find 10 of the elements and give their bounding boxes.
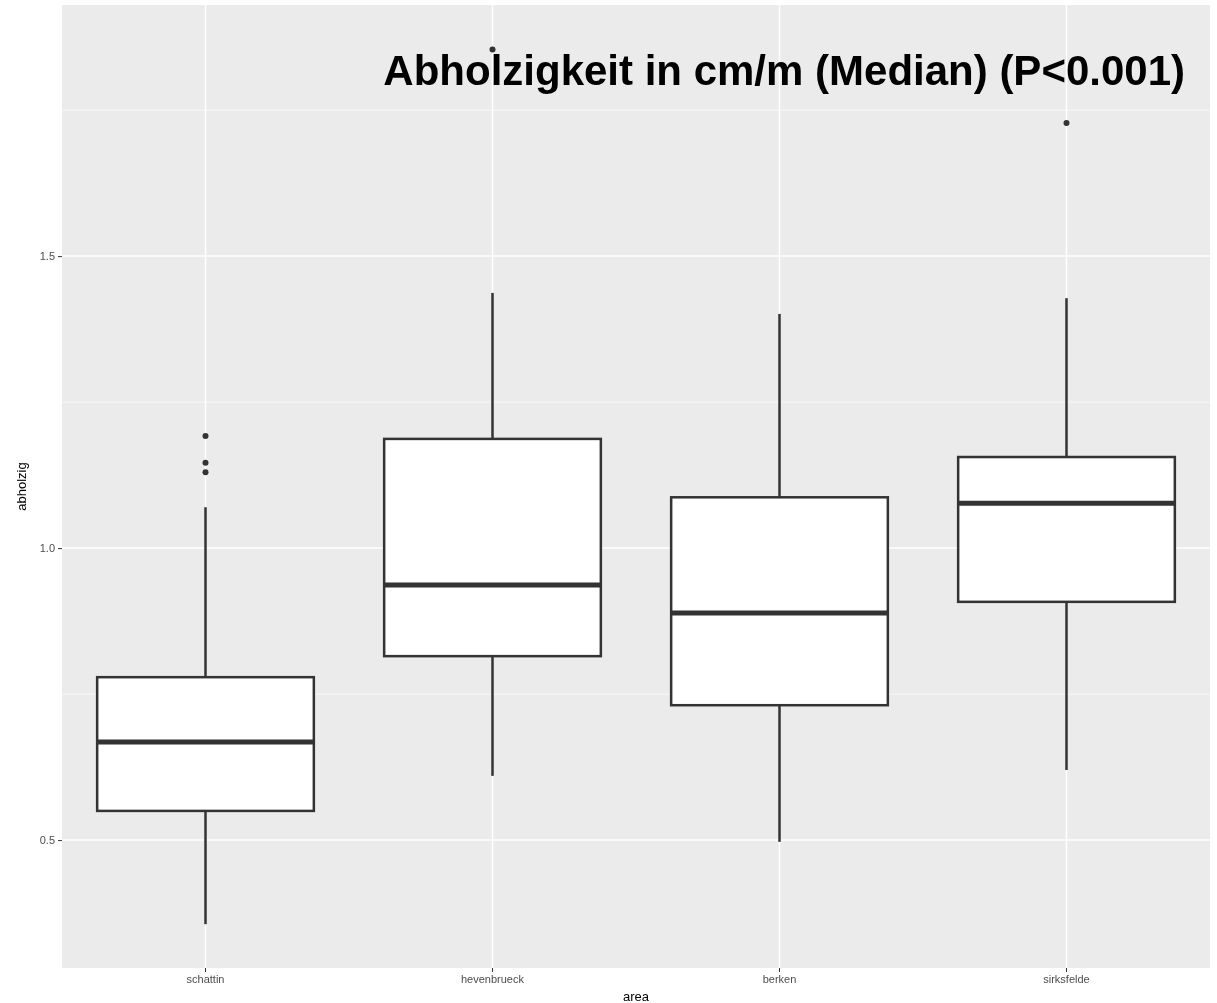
x-tick-label: sirksfelde	[1043, 972, 1090, 985]
y-tick-label: 1.0	[39, 542, 55, 555]
x-tick-label: schattin	[186, 972, 225, 985]
x-axis-title: area	[622, 989, 650, 1003]
y-axis-title: abholzig	[14, 462, 29, 511]
y-tick-label: 1.5	[39, 250, 55, 263]
x-tick-label: berken	[762, 972, 797, 985]
x-tick-label: hevenbrueck	[461, 972, 525, 985]
text: Abholzigkeit in cm/m (Median) (P<0.001)	[383, 47, 1185, 94]
y-tick-label: 0.5	[39, 834, 55, 847]
